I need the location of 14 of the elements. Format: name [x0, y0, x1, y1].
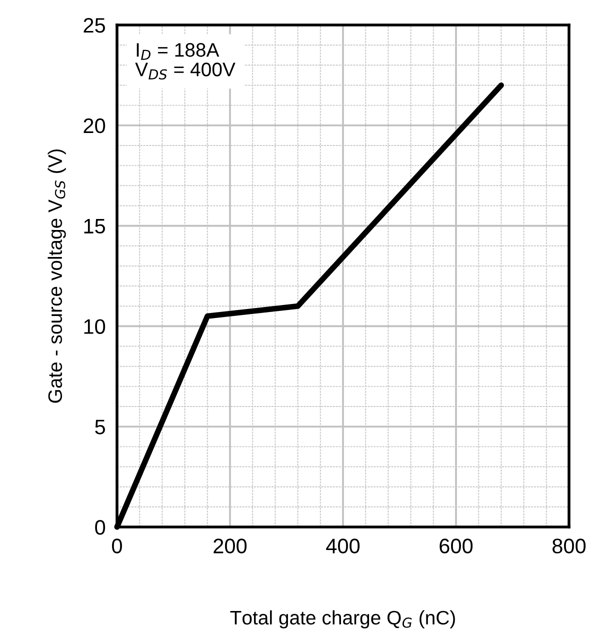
x-tick-label: 0 — [112, 538, 122, 554]
y-tick-label: 10 — [84, 319, 106, 334]
x-tick-label: 800 — [552, 538, 586, 554]
y-axis-title: Gate - source voltage V$_{GS}$ (V) — [48, 149, 66, 403]
y-tick-label: 5 — [95, 420, 106, 434]
y-tick-label: 15 — [84, 219, 106, 234]
y-tick-label: 25 — [84, 18, 106, 33]
y-tick-label: 0 — [95, 520, 106, 535]
y-tick-label: 20 — [84, 118, 106, 134]
x-tick-label: 600 — [440, 538, 473, 554]
x-axis-title: Total gate charge Q$_{G}$ (nC) — [230, 610, 455, 628]
x-tick-label: 400 — [326, 538, 360, 554]
x-tick-label: 200 — [214, 538, 247, 554]
annotation: I$_{D}$ = 188A V$_{DS}$ = 400V — [135, 43, 236, 80]
